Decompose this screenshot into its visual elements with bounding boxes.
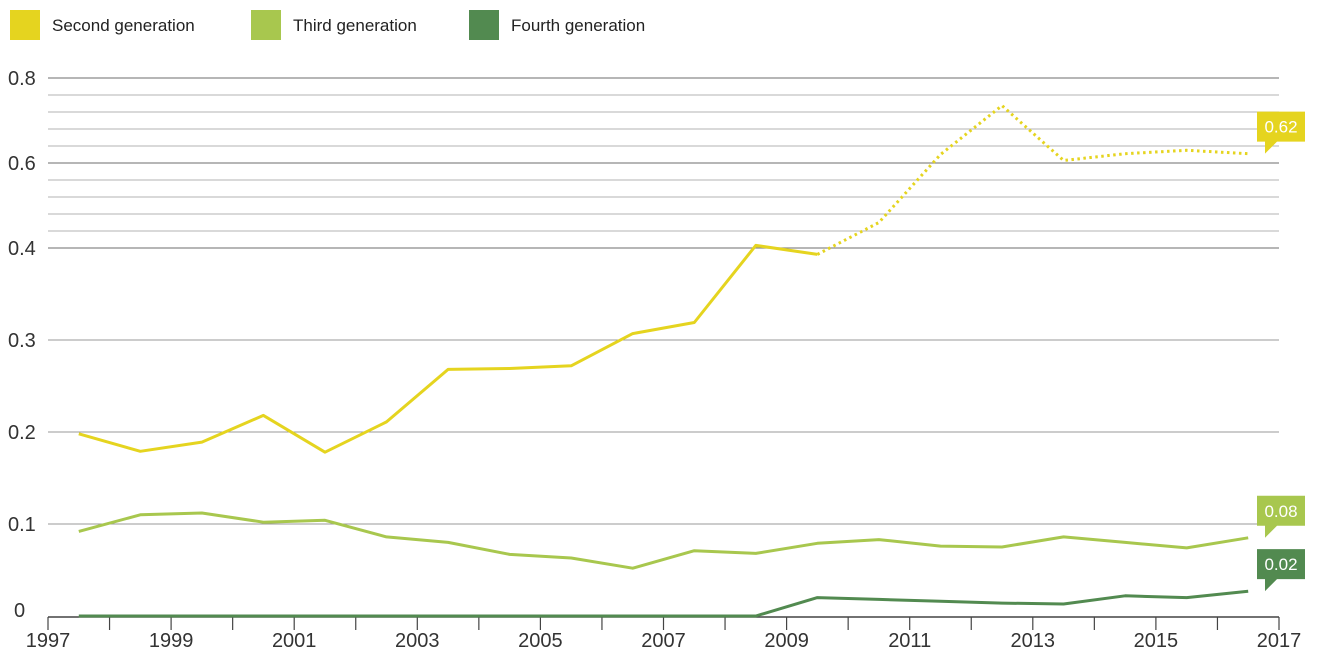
x-tick-label-2007: 2007 — [641, 630, 686, 652]
series-line-fourth-generation — [78, 589, 1249, 618]
end-label-third-generation: 0.08 — [1257, 495, 1305, 538]
y-tick-label-0-1: 0.1 — [8, 514, 36, 536]
end-label-box-third-generation — [1257, 495, 1305, 538]
y-axis-ticks: 0 0.1 0.2 0.3 0.4 0.6 0.8 — [8, 68, 36, 622]
x-tick-label-2009: 2009 — [764, 630, 809, 652]
x-axis: 1997 1999 2001 2003 2005 2007 2009 2011 2013 2015… — [26, 616, 1302, 652]
x-tick-label-2013: 2013 — [1011, 630, 1056, 652]
legend-swatch-second-generation — [10, 10, 40, 40]
y-tick-label-0-6: 0.6 — [8, 153, 36, 175]
legend-swatch-third-generation — [251, 10, 281, 40]
end-label-fourth-generation: 0.02 — [1257, 549, 1305, 592]
end-label-box-fourth-generation — [1257, 549, 1305, 592]
end-label-text-fourth-generation: 0.02 — [1264, 555, 1297, 574]
y-tick-label-0-8: 0.8 — [8, 68, 36, 90]
legend-label-second-generation: Second generation — [52, 16, 195, 35]
series-lines — [78, 104, 1249, 618]
series-line-third-generation — [78, 511, 1249, 570]
y-tick-label-0-3: 0.3 — [8, 330, 36, 352]
legend-label-fourth-generation: Fourth generation — [511, 16, 645, 35]
y-tick-label-0: 0 — [14, 600, 25, 622]
legend: Second generation Third generation Fourth … — [10, 10, 645, 40]
legend-item-fourth-generation: Fourth generation — [469, 10, 645, 40]
y-tick-label-0-4: 0.4 — [8, 238, 36, 260]
legend-item-second-generation: Second generation — [10, 10, 195, 40]
legend-label-third-generation: Third generation — [293, 16, 417, 35]
series-line-second-generation — [78, 243, 818, 454]
series-line-dotted-second-generation — [816, 104, 1249, 256]
x-tick-label-1997: 1997 — [26, 630, 71, 652]
end-label-second-generation: 0.62 — [1257, 111, 1305, 154]
legend-swatch-fourth-generation — [469, 10, 499, 40]
end-label-box-second-generation — [1257, 111, 1305, 154]
x-tick-label-2017: 2017 — [1257, 630, 1302, 652]
end-label-text-third-generation: 0.08 — [1264, 502, 1297, 521]
x-tick-label-2005: 2005 — [518, 630, 563, 652]
x-tick-label-2003: 2003 — [395, 630, 440, 652]
x-tick-label-2001: 2001 — [272, 630, 317, 652]
gridlines — [48, 77, 1279, 525]
x-tick-label-2015: 2015 — [1134, 630, 1179, 652]
end-labels: 0.62 0.08 0.02 — [1257, 111, 1305, 592]
x-tick-label-1999: 1999 — [149, 630, 194, 652]
end-label-text-second-generation: 0.62 — [1264, 118, 1297, 137]
y-tick-label-0-2: 0.2 — [8, 422, 36, 444]
legend-item-third-generation: Third generation — [251, 10, 417, 40]
x-tick-label-2011: 2011 — [888, 630, 931, 652]
